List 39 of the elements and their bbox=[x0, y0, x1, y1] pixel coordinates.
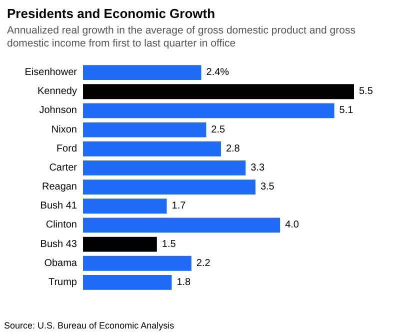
bar bbox=[83, 141, 221, 156]
bar bbox=[83, 198, 167, 214]
bar bbox=[83, 256, 192, 271]
data-label: 2.4% bbox=[206, 67, 230, 78]
y-tick-label: Bush 43 bbox=[40, 238, 78, 250]
bar bbox=[83, 275, 172, 290]
bar bbox=[83, 160, 246, 176]
y-tick-label: Obama bbox=[44, 258, 78, 269]
y-tick-label: Bush 41 bbox=[40, 200, 78, 212]
data-label: 1.8 bbox=[176, 276, 192, 288]
data-label: 2.2 bbox=[196, 258, 211, 269]
data-label: 3.3 bbox=[250, 162, 265, 174]
chart-subtitle: Annualized real growth in the average of gross domestic product and gross domestic income from first to last quarter in office bbox=[7, 24, 358, 50]
y-tick-label: Carter bbox=[49, 162, 78, 174]
data-label: 1.7 bbox=[172, 200, 186, 212]
bar bbox=[83, 122, 206, 138]
y-tick-label: Kennedy bbox=[38, 86, 77, 98]
bar bbox=[83, 103, 334, 118]
chart-title: Presidents and Economic Growth bbox=[7, 6, 216, 21]
y-tick-label: Reagan bbox=[42, 182, 77, 193]
data-label: 2.5 bbox=[211, 124, 226, 136]
bar bbox=[83, 65, 202, 80]
source-note: Source: U.S. Bureau of Economic Analysis bbox=[4, 320, 175, 330]
data-label: 1.5 bbox=[162, 238, 176, 250]
data-label: 2.8 bbox=[226, 143, 240, 154]
bar bbox=[83, 218, 280, 233]
data-label: 3.5 bbox=[260, 182, 275, 193]
data-label: 5.5 bbox=[359, 86, 374, 98]
data-label: 5.1 bbox=[339, 105, 354, 116]
data-label: 4.0 bbox=[285, 220, 300, 231]
bar bbox=[83, 180, 256, 194]
bar bbox=[83, 236, 157, 252]
y-tick-label: Johnson bbox=[39, 105, 77, 116]
y-tick-label: Nixon bbox=[51, 124, 77, 136]
y-tick-label: Trump bbox=[48, 276, 78, 288]
y-tick-label: Eisenhower bbox=[24, 67, 78, 78]
bar bbox=[83, 84, 354, 100]
y-tick-label: Ford bbox=[56, 143, 77, 154]
y-tick-label: Clinton bbox=[46, 220, 77, 231]
